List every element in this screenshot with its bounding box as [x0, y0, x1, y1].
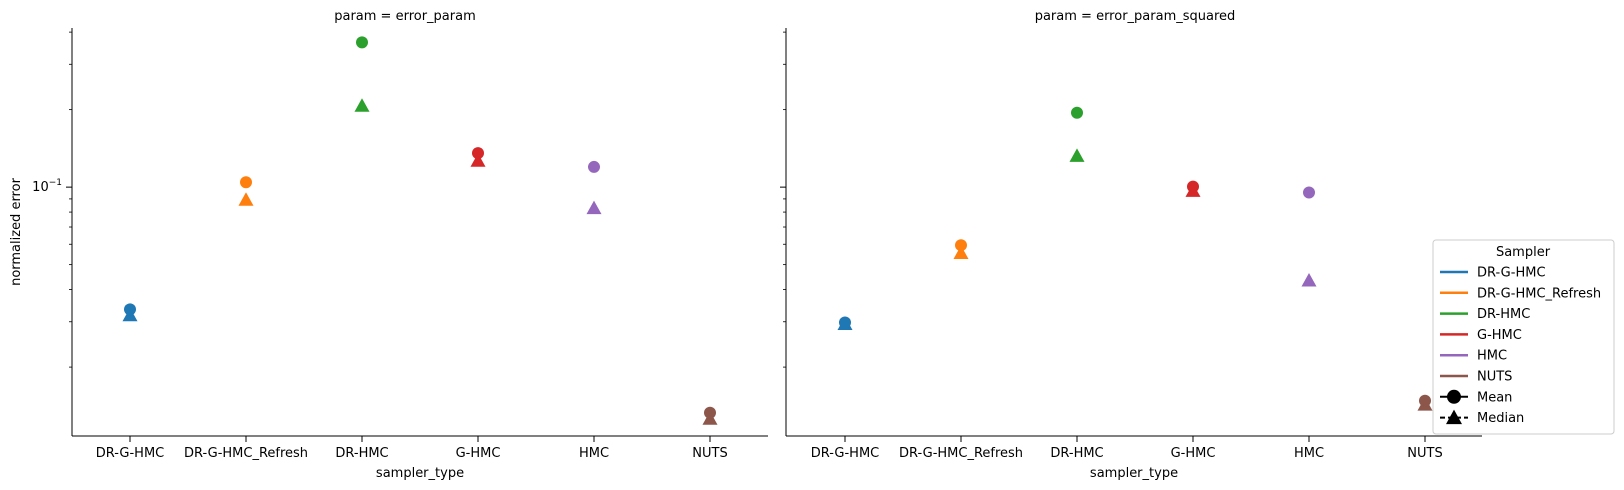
legend-title: Sampler — [1496, 245, 1551, 260]
y-ticks: 10−1 — [32, 31, 72, 368]
x-tick-label: G-HMC — [456, 446, 501, 461]
x-ticks: DR-G-HMC DR-G-HMC_Refresh DR-HMC G-HMC HMC NU… — [96, 436, 728, 461]
median-point-hmc — [1301, 272, 1317, 287]
mean-point-dr-g-hmc_refresh — [240, 176, 252, 189]
x-tick-label: NUTS — [692, 446, 727, 461]
median-point-dr-hmc — [354, 98, 370, 112]
mean-point-hmc — [1303, 186, 1315, 199]
legend-label: G-HMC — [1477, 328, 1522, 343]
y-tick-label: 10−1 — [32, 178, 62, 195]
legend-label: Median — [1477, 411, 1524, 426]
y-ticks — [780, 31, 786, 368]
data-points — [837, 106, 1433, 411]
median-point-dr-g-hmc_refresh — [953, 245, 969, 259]
facet-error-param: param = error_param 10−1 DR-G-HMC DR-G-HM… — [9, 9, 768, 481]
mean-point-dr-hmc — [1071, 106, 1083, 119]
legend-item: Median — [1440, 409, 1524, 426]
mean-point-g-hmc — [472, 147, 484, 160]
facet-title: param = error_param — [334, 9, 476, 24]
legend-item: NUTS — [1440, 370, 1512, 385]
legend-label: DR-G-HMC_Refresh — [1477, 286, 1601, 301]
mean-point-dr-g-hmc — [839, 316, 851, 329]
legend-label: NUTS — [1477, 370, 1512, 385]
mean-point-dr-hmc — [356, 36, 368, 49]
legend-item: HMC — [1440, 349, 1507, 364]
x-tick-label: DR-HMC — [1050, 446, 1103, 461]
median-point-dr-hmc — [1069, 148, 1085, 162]
legend-label: DR-G-HMC — [1477, 266, 1546, 281]
mean-point-nuts — [704, 406, 716, 419]
legend-label: HMC — [1477, 349, 1507, 364]
median-point-dr-g-hmc_refresh — [238, 192, 254, 206]
legend-frame — [1432, 239, 1615, 435]
facet-title: param = error_param_squared — [1035, 9, 1236, 24]
x-tick-label: DR-G-HMC — [96, 446, 165, 461]
mean-point-dr-g-hmc — [124, 303, 136, 316]
x-tick-label: G-HMC — [1171, 446, 1216, 461]
x-axis-label: sampler_type — [376, 466, 464, 481]
mean-point-g-hmc — [1187, 180, 1199, 193]
mean-point-hmc — [588, 160, 600, 173]
legend-item: Mean — [1440, 389, 1512, 405]
x-tick-label: NUTS — [1407, 446, 1442, 461]
legend-item: G-HMC — [1440, 328, 1522, 343]
legend-item: DR-G-HMC_Refresh — [1440, 286, 1601, 301]
x-tick-label: DR-HMC — [335, 446, 388, 461]
median-point-hmc — [586, 200, 602, 215]
circle-marker-icon — [1447, 389, 1461, 404]
legend-label: Mean — [1477, 390, 1512, 405]
legend-label: DR-HMC — [1477, 307, 1530, 322]
x-tick-label: HMC — [1294, 446, 1324, 461]
triangle-marker-icon — [1446, 409, 1462, 425]
data-points — [122, 36, 718, 425]
y-axis-label: normalized error — [9, 177, 24, 285]
x-axis-label: sampler_type — [1090, 466, 1178, 481]
x-tick-label: DR-G-HMC_Refresh — [899, 446, 1023, 461]
x-tick-label: HMC — [579, 446, 609, 461]
legend-items: DR-G-HMC DR-G-HMC_Refresh DR-HMC G-HMC HMC NU… — [1440, 266, 1601, 426]
legend-item: DR-G-HMC — [1440, 266, 1546, 281]
mean-point-dr-g-hmc_refresh — [955, 239, 967, 252]
mean-point-nuts — [1419, 394, 1431, 407]
median-point-g-hmc — [470, 153, 486, 167]
legend-item: DR-HMC — [1440, 307, 1530, 322]
facet-error-param-squared: param = error_param_squared DR-G-HMC DR-G… — [780, 9, 1482, 481]
legend: Sampler DR-G-HMC DR-G-HMC_Refresh DR-HMC G-… — [1432, 239, 1615, 435]
x-tick-label: DR-G-HMC_Refresh — [184, 446, 308, 461]
x-tick-label: DR-G-HMC — [811, 446, 880, 461]
x-ticks: DR-G-HMC DR-G-HMC_Refresh DR-HMC G-HMC HMC NU… — [811, 436, 1443, 461]
